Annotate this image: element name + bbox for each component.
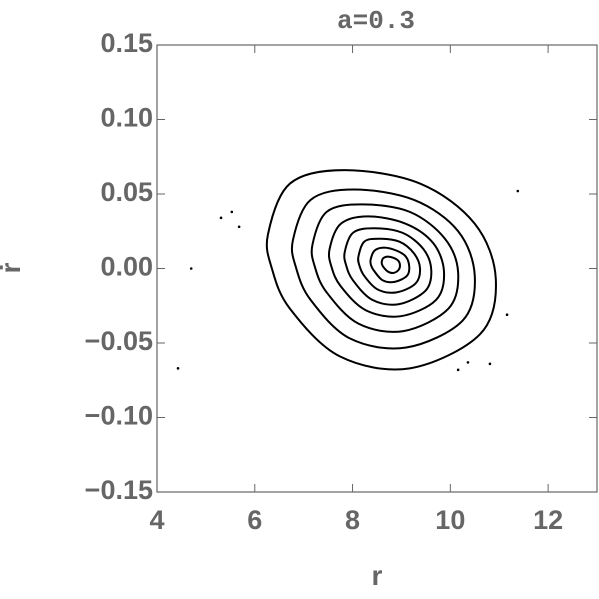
orbit-point [219,216,223,220]
orbit-point [176,367,180,370]
x-tick-label: 4 [149,505,164,535]
orbit-point [505,313,509,316]
x-tick-label: 12 [533,505,563,535]
orbit-point [466,361,470,364]
y-tick-label: 0.00 [100,252,153,282]
orbit-curve [380,255,401,275]
y-axis-label: ṙ [0,262,26,273]
plot-frame [156,44,598,493]
x-tick-label: 10 [435,505,465,535]
orbit-curve [327,215,446,318]
orbit-point [189,267,193,270]
x-tick-label: 6 [247,505,262,535]
orbit-curve [310,203,460,333]
orbit-point [516,189,520,193]
orbit-point [237,225,241,229]
y-tick-label: −0.15 [85,475,153,505]
y-tick-label: 0.15 [100,28,153,58]
chart-title: a=0.3 [337,6,415,36]
y-tick-label: −0.10 [85,401,153,431]
orbit-curve [369,246,411,284]
x-tick-label: 8 [345,505,360,535]
orbit-point [456,368,460,372]
orbit-curve [265,169,497,371]
orbit-curve [357,237,422,294]
orbit-curve [343,227,433,306]
orbit-curve [290,188,476,350]
orbit-point [230,210,234,214]
orbit-point [488,362,492,366]
y-tick-label: −0.05 [85,326,153,356]
y-tick-label: 0.10 [100,103,153,133]
y-tick-label: 0.05 [100,177,153,207]
x-axis-label: r [372,560,383,591]
